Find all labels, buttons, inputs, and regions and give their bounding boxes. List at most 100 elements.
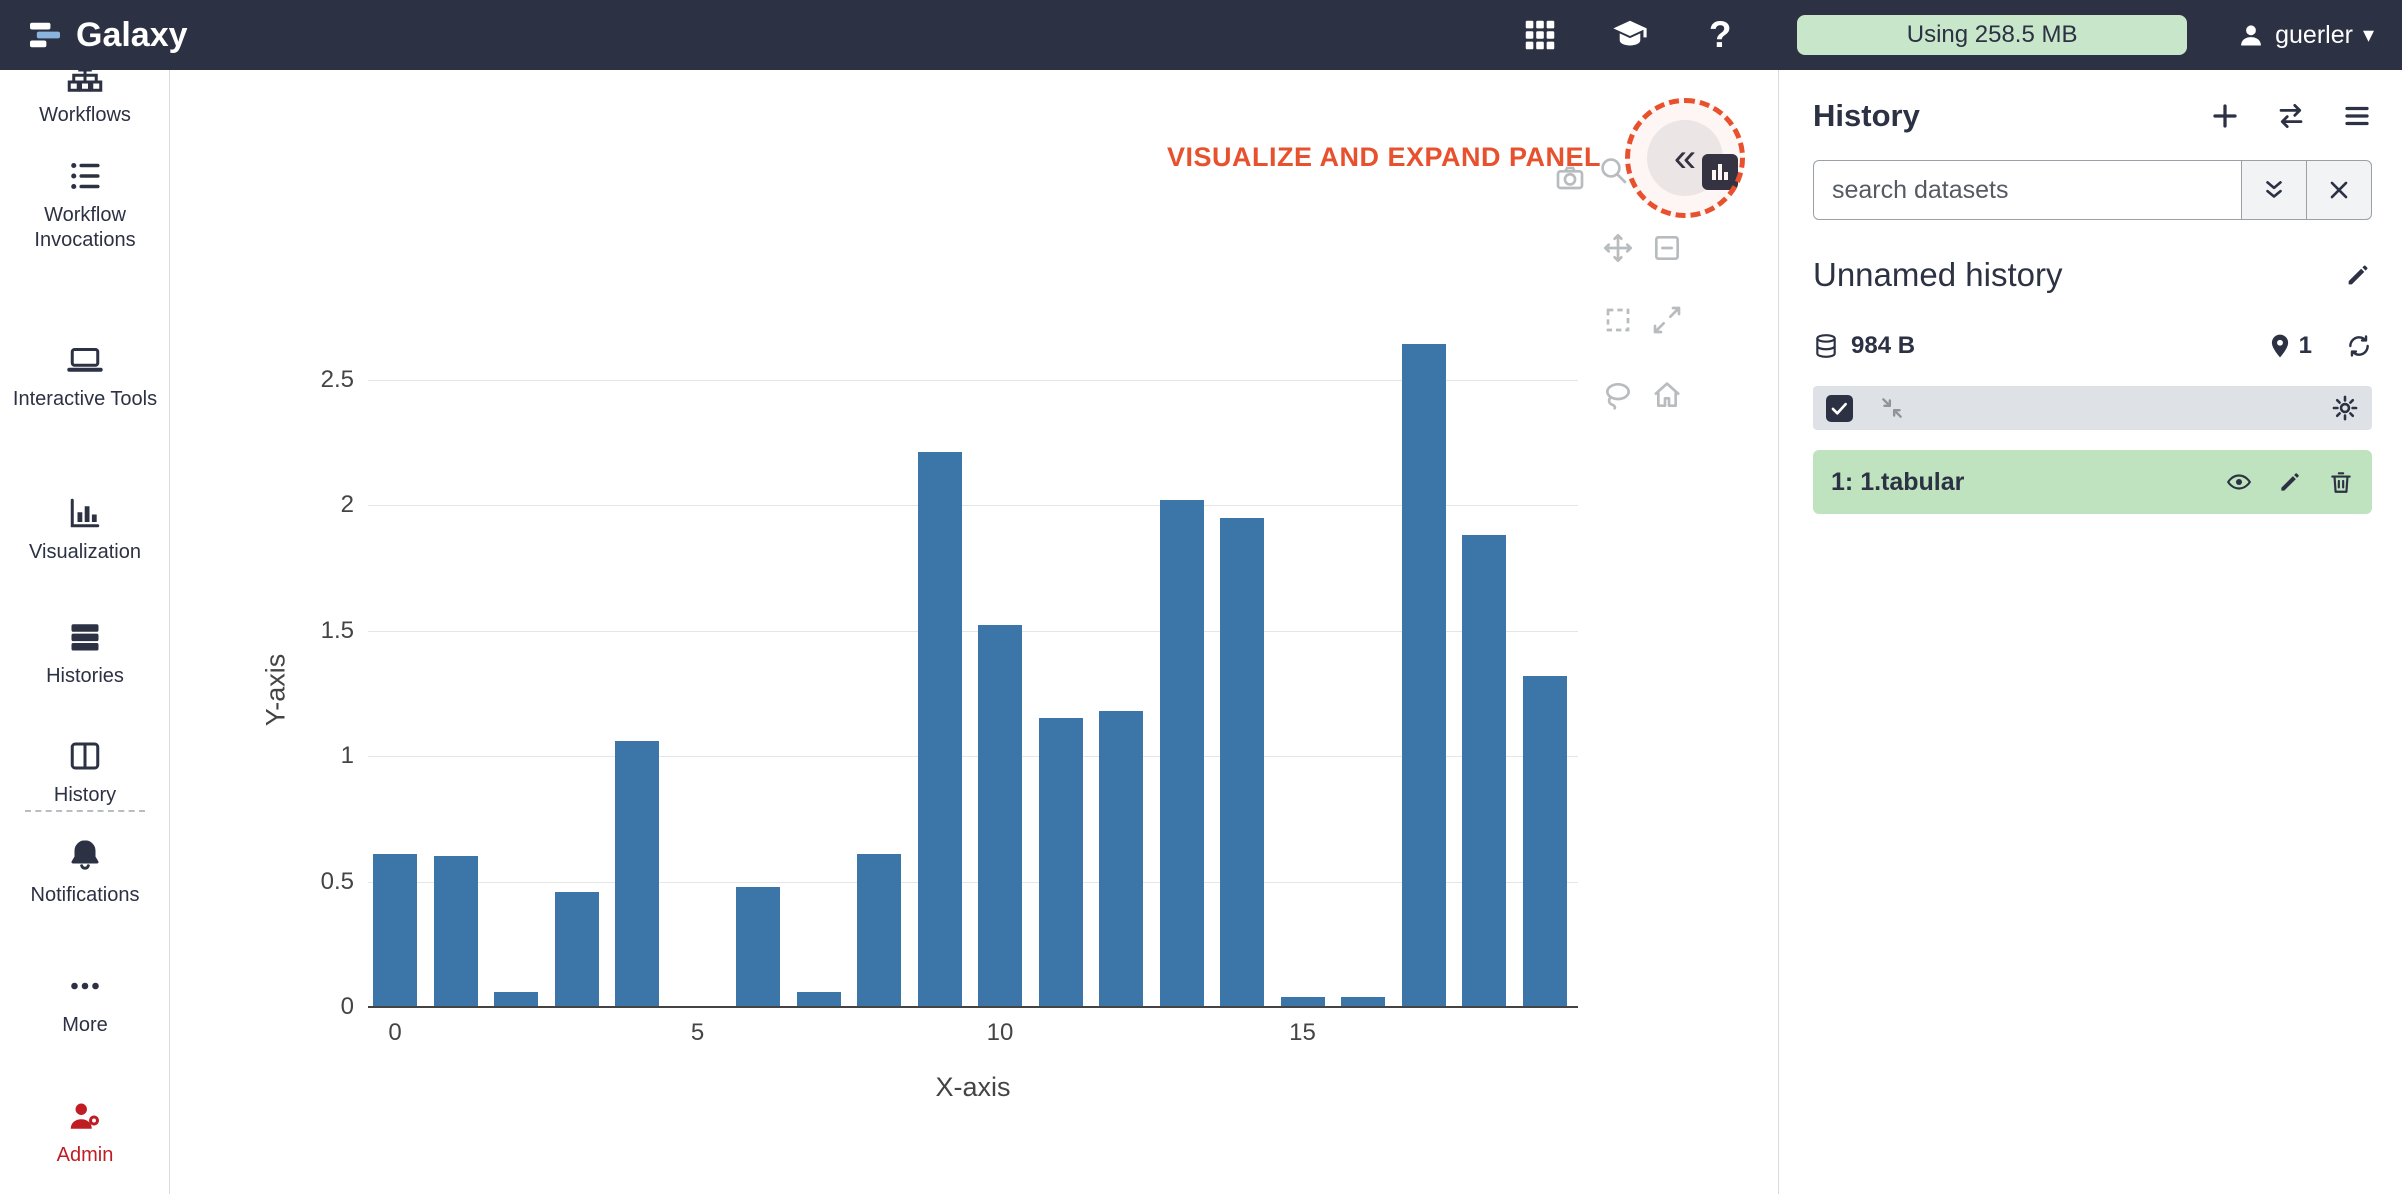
map-marker-icon <box>2267 333 2293 359</box>
dataset-name: 1.tabular <box>1860 467 1965 496</box>
compress-arrows-icon[interactable] <box>1879 395 1905 421</box>
shown-items-count: 1 <box>2298 332 2312 359</box>
advanced-filter-button[interactable] <box>2241 160 2307 220</box>
dataset-item[interactable]: 1: 1.tabular <box>1813 450 2372 514</box>
chart-bar <box>615 741 659 1007</box>
chart-bar <box>978 625 1022 1007</box>
edit-history-pencil-icon[interactable] <box>2344 261 2372 289</box>
sidebar-item-workflow-invocations[interactable]: Workflow Invocations <box>0 158 169 253</box>
columns-icon <box>67 738 103 774</box>
chart-bar <box>1462 535 1506 1007</box>
training-cap-icon[interactable] <box>1611 16 1649 54</box>
gear-icon[interactable] <box>2331 394 2359 422</box>
chart-gridline <box>368 505 1578 506</box>
chart-bar <box>917 452 962 1007</box>
shown-items-filter[interactable]: 1 <box>2267 332 2312 360</box>
create-history-plus-icon[interactable] <box>2210 101 2240 131</box>
lasso-icon[interactable] <box>1602 379 1634 411</box>
user-gear-icon <box>67 1098 103 1134</box>
caret-down-icon: ▾ <box>2362 22 2374 47</box>
chart-bar <box>1401 344 1446 1007</box>
x-tick-label: 15 <box>1289 1019 1316 1046</box>
history-size: 984 B <box>1851 332 1916 359</box>
close-icon <box>2326 177 2352 203</box>
dataset-search-group <box>1813 160 2372 220</box>
zoom-icon[interactable] <box>1597 154 1629 186</box>
list-icon <box>67 158 103 194</box>
sidebar-item-label: Notifications <box>30 884 140 906</box>
history-panel: History Unnamed history <box>1778 70 2402 1194</box>
sidebar-item-history[interactable]: History <box>0 738 169 808</box>
switch-history-icon[interactable] <box>2276 101 2306 131</box>
x-tick-label: 5 <box>690 1019 705 1046</box>
chart-column-icon <box>67 495 103 531</box>
clear-search-button[interactable] <box>2306 160 2372 220</box>
laptop-icon <box>67 342 103 378</box>
autoscale-icon[interactable] <box>1651 304 1683 336</box>
sidebar-item-interactive-tools[interactable]: Interactive Tools <box>0 342 169 412</box>
chart-gridline <box>368 379 1578 381</box>
apps-grid-icon[interactable] <box>1521 16 1559 54</box>
chart-bar <box>554 892 599 1007</box>
y-axis-title: Y-axis <box>260 653 291 727</box>
stack-icon <box>67 619 103 655</box>
brand-title: Galaxy <box>76 15 188 54</box>
sidebar-item-label: More <box>62 1014 108 1036</box>
masthead-right: ? Using 258.5 MB guerler ▾ <box>1469 14 2374 55</box>
visualization-button[interactable] <box>1702 154 1738 190</box>
chart-bar <box>736 887 780 1007</box>
galaxy-brand[interactable]: Galaxy <box>28 16 188 55</box>
y-tick-label: 0.5 <box>320 867 354 895</box>
box-select-icon[interactable] <box>1602 304 1634 336</box>
sidebar-item-admin[interactable]: Admin <box>0 1098 169 1168</box>
chart-bar <box>1220 518 1264 1007</box>
annotation-label: VISUALIZE AND EXPAND PANEL <box>1166 142 1601 172</box>
x-axis-title: X-axis <box>935 1072 1011 1102</box>
bar-chart: 0 0.5 1 1.5 2 2.5 0 5 10 15 <box>321 340 1578 1046</box>
sidebar-item-visualization[interactable]: Visualization <box>0 495 169 565</box>
database-icon <box>1813 333 1839 359</box>
camera-icon[interactable] <box>1554 162 1586 194</box>
eye-icon[interactable] <box>2226 469 2252 495</box>
user-icon <box>2237 21 2265 49</box>
help-icon[interactable]: ? <box>1708 14 1732 55</box>
pan-icon[interactable] <box>1602 232 1634 264</box>
chart-bar <box>1159 500 1204 1007</box>
chart-bar <box>857 854 901 1007</box>
dataset-hid: 1: <box>1831 467 1854 496</box>
sidebar-item-histories[interactable]: Histories <box>0 619 169 689</box>
sidebar-scroll-separator <box>25 810 145 812</box>
y-tick-label: 1.5 <box>320 616 354 644</box>
sidebar-item-label: Admin <box>56 1144 114 1166</box>
y-tick-label: 2.5 <box>320 365 354 393</box>
chart-bar <box>1038 718 1083 1007</box>
username: guerler <box>2275 20 2353 49</box>
pencil-icon[interactable] <box>2277 469 2303 495</box>
refresh-icon[interactable] <box>2346 333 2372 359</box>
history-panel-title: History <box>1813 98 1920 133</box>
select-all-checkbox[interactable] <box>1826 394 1853 422</box>
history-options-menu-icon[interactable] <box>2342 101 2372 131</box>
dataset-label: 1: 1.tabular <box>1831 468 1964 497</box>
trash-icon[interactable] <box>2328 469 2354 495</box>
quota-usage-badge[interactable]: Using 258.5 MB <box>1797 15 2188 55</box>
sidebar-item-label: Visualization <box>29 541 141 563</box>
y-tick-label: 2 <box>340 491 354 518</box>
sidebar-item-workflows[interactable]: Workflows <box>0 70 169 128</box>
chart-gridline <box>368 630 1578 632</box>
y-tick-label: 1 <box>340 742 354 769</box>
chart-bar <box>494 992 538 1007</box>
search-datasets-input[interactable] <box>1813 160 2242 220</box>
zoom-out-icon[interactable] <box>1651 232 1683 264</box>
chart-bar <box>433 856 478 1007</box>
chart-bar <box>796 992 841 1007</box>
home-icon[interactable] <box>1651 379 1683 411</box>
sidebar-item-more[interactable]: More <box>0 968 169 1038</box>
activity-bar: Workflows Workflow Invocations Interacti… <box>0 70 170 1194</box>
sidebar-item-label: Workflow Invocations <box>34 204 136 251</box>
selection-bar <box>1813 386 2372 430</box>
user-menu[interactable]: guerler ▾ <box>2237 21 2374 50</box>
sitemap-icon <box>67 70 103 94</box>
chart-x-axis-line <box>368 1006 1578 1008</box>
sidebar-item-notifications[interactable]: Notifications <box>0 838 169 908</box>
